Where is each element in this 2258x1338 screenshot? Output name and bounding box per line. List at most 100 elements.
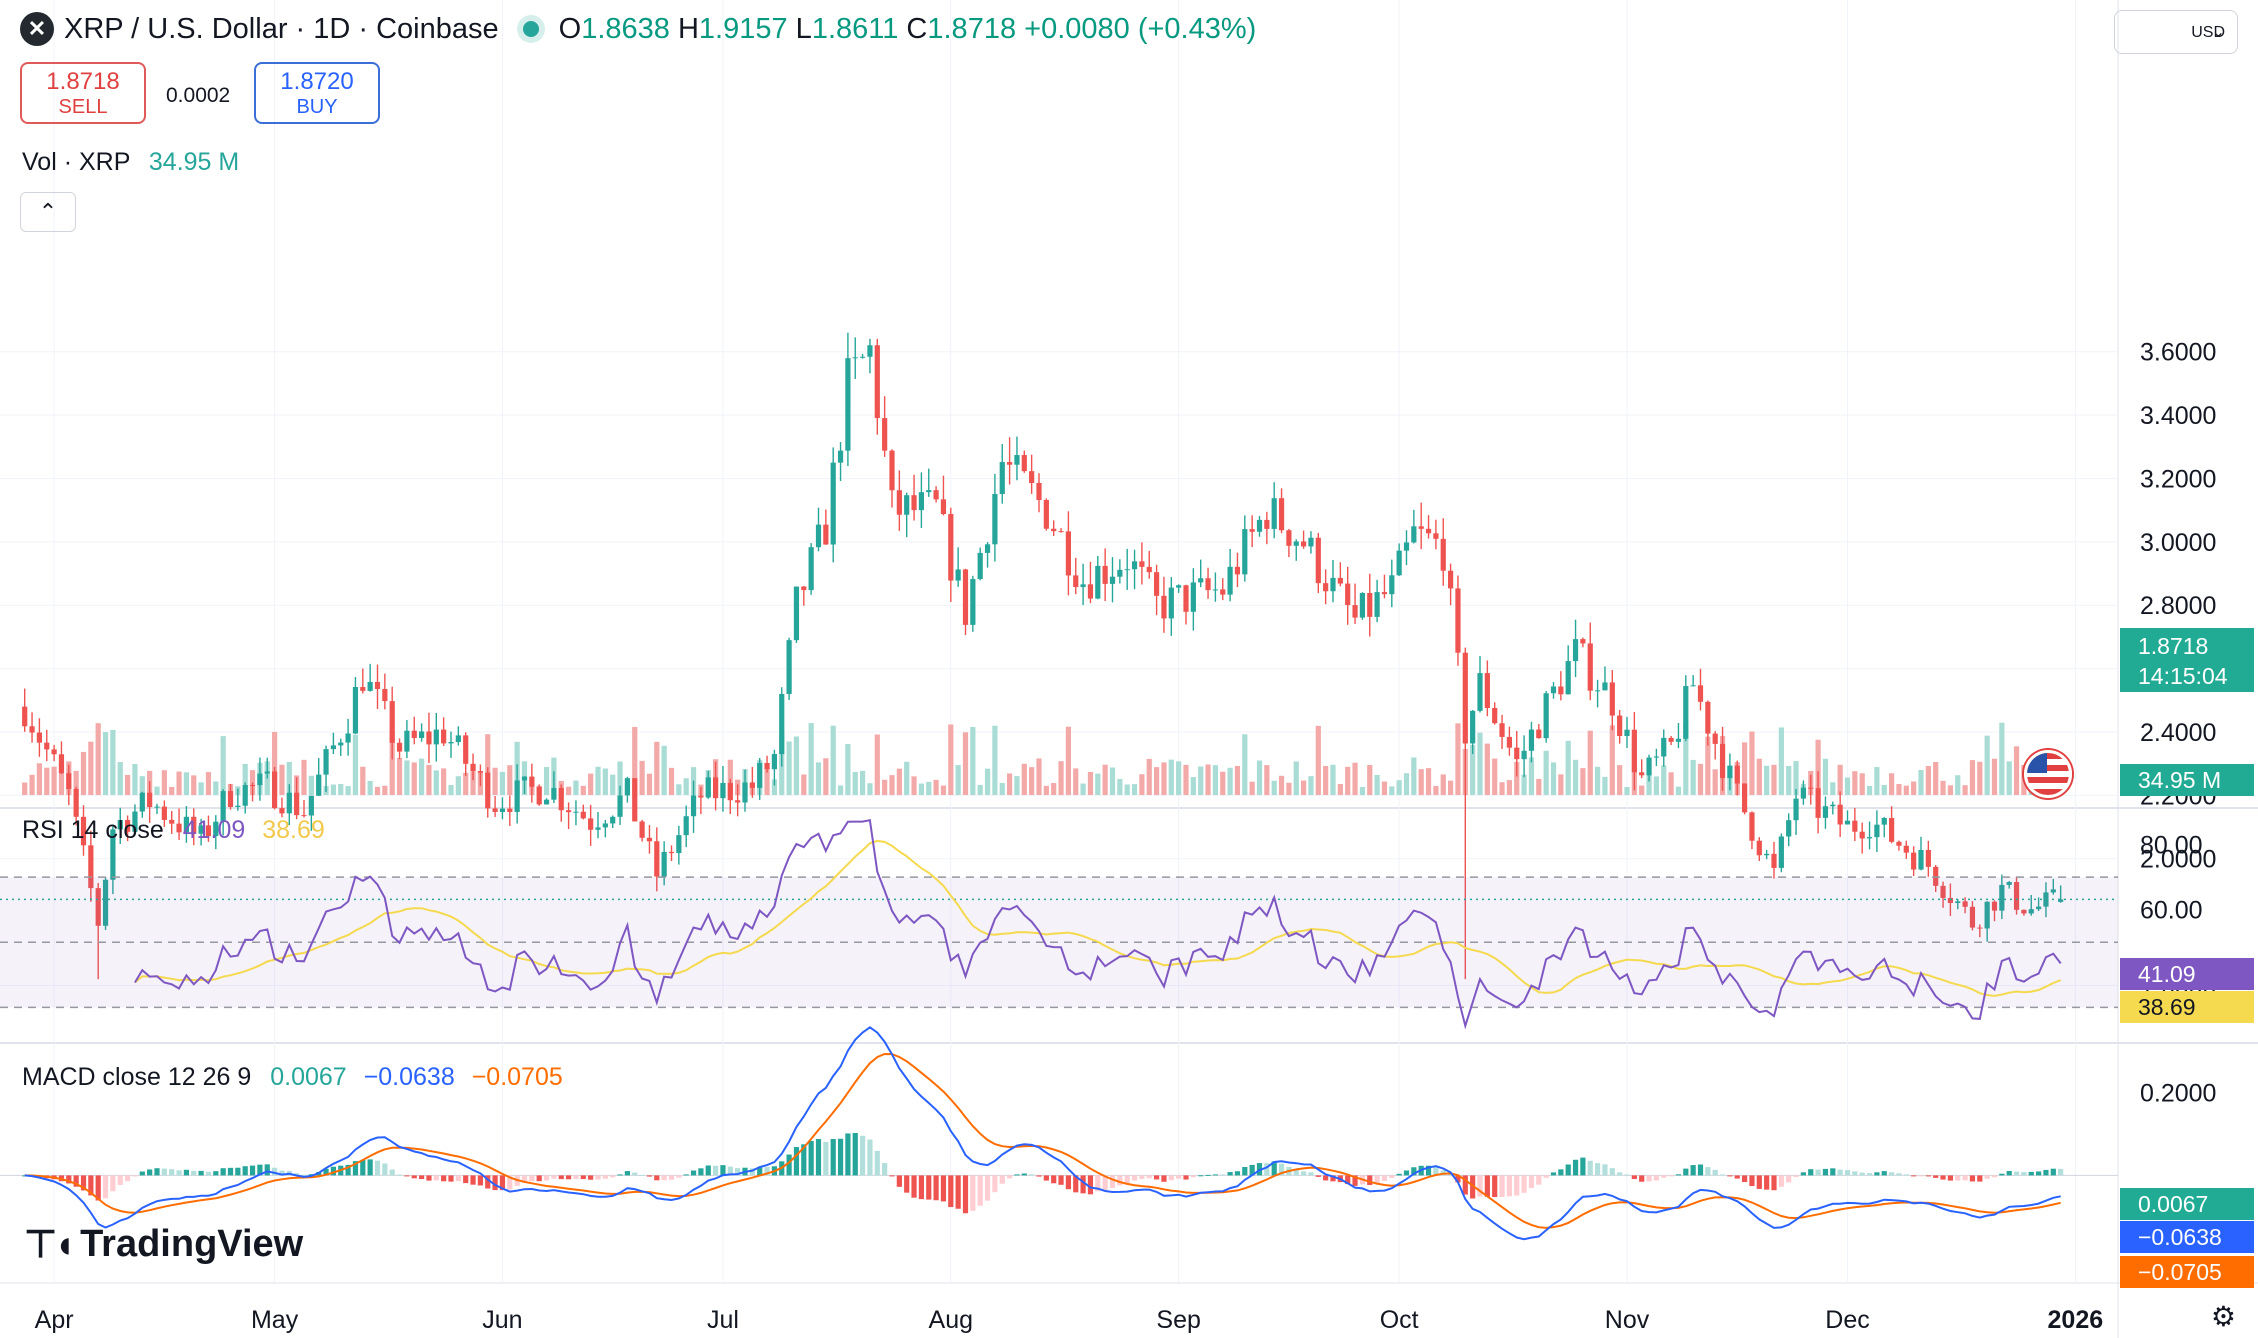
volume-bar xyxy=(1566,741,1571,795)
macd-hist-bar xyxy=(1749,1175,1754,1186)
macd-hist-bar xyxy=(1044,1175,1049,1180)
macd-hist-bar xyxy=(978,1175,983,1205)
volume-bar xyxy=(1191,777,1196,795)
candle-body xyxy=(956,569,961,580)
volume-legend[interactable]: Vol · XRP 34.95 M xyxy=(22,148,239,177)
candle-body xyxy=(1705,702,1710,734)
candle-body xyxy=(706,777,711,797)
macd-hist-bar xyxy=(867,1140,872,1176)
volume-bar xyxy=(1669,772,1674,795)
buy-button[interactable]: 1.8720 BUY xyxy=(254,62,380,124)
volume-bar xyxy=(1411,757,1416,795)
volume-bar xyxy=(1132,784,1137,795)
sell-button[interactable]: 1.8718 SELL xyxy=(20,62,146,124)
macd-hist-bar xyxy=(221,1168,226,1175)
candle-body xyxy=(1191,582,1196,611)
volume-bar xyxy=(1147,759,1152,795)
volume-bar xyxy=(52,767,57,795)
macd-hist-bar xyxy=(1646,1175,1651,1181)
volume-bar xyxy=(926,782,931,795)
macd-hist-bar xyxy=(1154,1175,1159,1179)
volume-bar xyxy=(1139,774,1144,795)
candle-body xyxy=(779,694,784,754)
volume-bar xyxy=(867,783,872,795)
collapse-legend-button[interactable]: ⌃ xyxy=(20,192,76,232)
volume-bar xyxy=(838,785,843,795)
volume-bar xyxy=(1948,785,1953,795)
candle-body xyxy=(750,782,755,787)
macd-hist-bar xyxy=(147,1170,152,1176)
macd-hist-bar xyxy=(1213,1174,1218,1175)
macd-hist-tag: 0.0067 xyxy=(2120,1188,2254,1220)
candle-body xyxy=(368,682,373,691)
macd-hist-bar xyxy=(875,1151,880,1176)
us-flag-icon[interactable] xyxy=(2024,750,2072,798)
candle-body xyxy=(478,771,483,773)
macd-hist-bar xyxy=(1014,1174,1019,1175)
candle-body xyxy=(257,774,262,786)
time-tick-label: Jul xyxy=(707,1306,739,1334)
macd-legend[interactable]: MACD close 12 26 9 0.0067 −0.0638 −0.070… xyxy=(22,1063,563,1092)
macd-hist-bar xyxy=(1639,1175,1644,1181)
macd-hist-bar xyxy=(478,1175,483,1185)
gear-icon[interactable]: ⚙ xyxy=(2211,1300,2236,1333)
volume-bar xyxy=(544,767,549,795)
volume-bar xyxy=(1161,762,1166,795)
macd-hist-bar xyxy=(573,1175,578,1179)
sell-label: SELL xyxy=(22,96,144,119)
candle-body xyxy=(1558,687,1563,695)
macd-hist-bar xyxy=(1397,1174,1402,1176)
candle-body xyxy=(1742,783,1747,812)
candle-body xyxy=(1198,578,1203,582)
buy-label: BUY xyxy=(256,96,378,119)
macd-hist-bar xyxy=(140,1172,145,1176)
candle-body xyxy=(1786,820,1791,836)
macd-hist-bar xyxy=(1970,1175,1975,1181)
macd-hist-bar xyxy=(1088,1175,1093,1194)
time-tick-label: Nov xyxy=(1605,1306,1650,1334)
rsi-legend[interactable]: RSI 14 close 41.09 38.69 xyxy=(22,816,325,845)
macd-hist-bar xyxy=(456,1175,461,1181)
candle-body xyxy=(617,795,622,816)
macd-hist-bar xyxy=(1963,1175,1968,1180)
volume-bar xyxy=(1838,765,1843,795)
volume-bar xyxy=(1250,782,1255,795)
candle-body xyxy=(1125,569,1130,570)
symbol-header[interactable]: ✕ XRP / U.S. Dollar · 1D · Coinbase O1.8… xyxy=(20,12,1256,46)
currency-select[interactable]: USD ⌄ xyxy=(2114,10,2238,54)
macd-hist-bar xyxy=(1566,1164,1571,1175)
candle-body xyxy=(1169,588,1174,619)
volume-bar xyxy=(1419,769,1424,795)
volume-bar xyxy=(1183,765,1188,795)
candle-body xyxy=(309,796,314,816)
candle-body xyxy=(573,812,578,813)
macd-hist-bar xyxy=(823,1142,828,1176)
volume-bar xyxy=(1779,727,1784,795)
macd-hist-bar xyxy=(926,1175,931,1199)
volume-bar xyxy=(1896,784,1901,795)
rsi-tick-label: 60.00 xyxy=(2140,897,2203,925)
volume-bar xyxy=(647,774,652,795)
macd-hist-bar xyxy=(1985,1175,1990,1178)
volume-bar xyxy=(1433,786,1438,795)
macd-legend-label: MACD close 12 26 9 xyxy=(22,1063,251,1091)
candle-body xyxy=(1874,825,1879,837)
volume-bar xyxy=(794,736,799,795)
volume-bar xyxy=(1918,770,1923,795)
volume-bar xyxy=(1595,767,1600,795)
volume-bar xyxy=(676,784,681,795)
candle-body xyxy=(1617,716,1622,736)
candle-body xyxy=(698,795,703,797)
macd-tick-label: 0.2000 xyxy=(2140,1080,2216,1108)
candle-body xyxy=(948,514,953,581)
volume-bar xyxy=(882,780,887,795)
tradingview-logo[interactable]: ⊤◖ TradingView xyxy=(24,1222,303,1267)
volume-bar xyxy=(1963,785,1968,795)
candle-body xyxy=(1411,526,1416,542)
macd-hist-bar xyxy=(853,1133,858,1175)
volume-bar xyxy=(1294,761,1299,795)
candle-body xyxy=(1088,584,1093,598)
volume-bar xyxy=(1375,775,1380,795)
candle-body xyxy=(713,777,718,798)
